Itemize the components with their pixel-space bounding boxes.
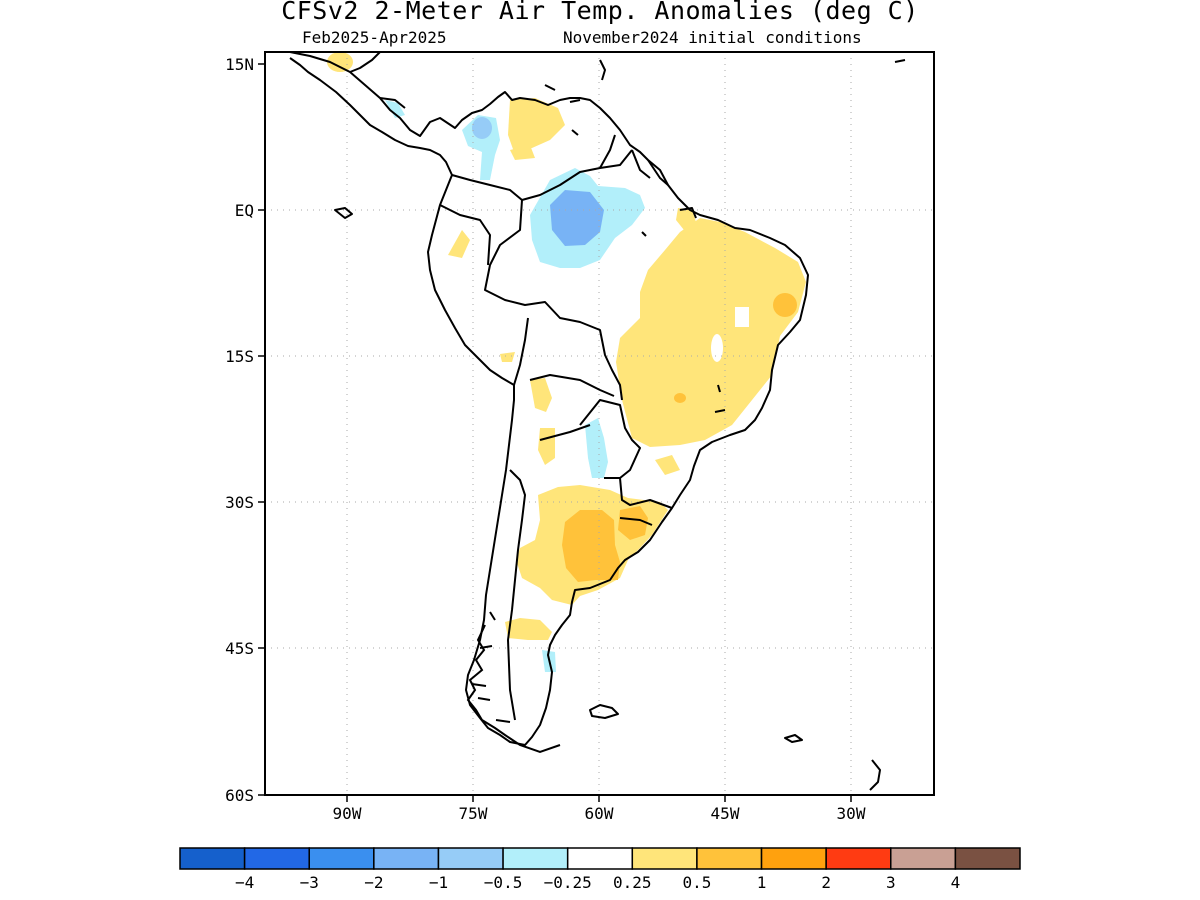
colorbar-label: 0.25 [613,873,652,892]
chile-archipelago [466,611,561,754]
colorbar-label: 2 [821,873,831,892]
warm-anomaly-spot [674,393,686,403]
colorbar-label: −1 [429,873,448,892]
colorbar-swatch [373,847,440,870]
colorbar-label: 3 [886,873,896,892]
warm-anomaly-spot [773,293,797,317]
cool-anomaly-colombia-core [472,117,492,139]
warm-anomaly-brazil [616,218,806,447]
lat-label-60s: 60S [225,786,254,805]
warm-anomaly-andes [500,352,515,362]
colorbar-swatch [760,847,827,870]
colorbar-label: −3 [300,873,319,892]
warm-anomaly-uruguay [618,506,648,540]
colorbar-label: −4 [235,873,254,892]
colorbar-swatch [696,847,763,870]
lon-label-90w: 90W [333,804,362,823]
colorbar-swatch [954,847,1021,870]
anomaly-shading [327,52,806,672]
lat-label-15n: 15N [225,55,254,74]
colorbar-swatch [890,847,957,870]
warm-anomaly-central-america [327,52,353,72]
colorbar-swatch [437,847,504,870]
warm-anomaly-andes [655,455,680,475]
colorbar-label: 0.5 [682,873,711,892]
colorbar-label: −0.25 [544,873,592,892]
colorbar-swatch [243,847,310,870]
warm-anomaly-patagonia [505,618,552,640]
initial-conditions: November2024 initial conditions [563,28,862,47]
lon-label-60w: 60W [585,804,614,823]
tick-marks [258,63,852,802]
colorbar [179,847,1021,870]
colorbar-swatch [179,847,246,870]
lon-label-30w: 30W [837,804,866,823]
lat-label-45s: 45S [225,639,254,658]
lon-label-45w: 45W [711,804,740,823]
forecast-period: Feb2025-Apr2025 [302,28,447,47]
neutral-patch [711,334,723,362]
colorbar-swatch [566,847,634,870]
warm-anomaly-north-coast [510,145,535,160]
lat-label-eq: EQ [235,201,254,220]
warm-anomaly-guiana [676,208,696,230]
neutral-patch [735,307,749,327]
lat-label-15s: 15S [225,347,254,366]
lat-labels: 15N EQ 15S 30S 45S 60S [225,55,254,805]
colorbar-label: 1 [757,873,767,892]
warm-anomaly-argentina-strong [562,510,620,582]
coastlines [289,52,906,791]
colorbar-swatch [502,847,569,870]
cool-anomaly-central-america [385,100,405,118]
colorbar-label: −0.5 [484,873,523,892]
lat-label-30s: 30S [225,493,254,512]
colorbar-label: −2 [364,873,383,892]
map-title: CFSv2 2-Meter Air Temp. Anomalies (deg C… [281,0,919,25]
lon-label-75w: 75W [459,804,488,823]
lon-labels: 90W 75W 60W 45W 30W [333,804,866,823]
warm-anomaly-north [508,98,565,152]
colorbar-swatch [825,847,892,870]
warm-anomaly-ecuador [448,230,470,258]
cool-anomaly-amazon-strong [550,190,604,246]
cool-anomaly-paraguay [585,418,608,478]
colorbar-labels: −4 −3 −2 −1 −0.5 −0.25 0.25 0.5 1 2 3 4 [235,873,960,892]
colorbar-label: 4 [951,873,961,892]
colorbar-swatch [308,847,375,870]
colorbar-swatch [631,847,698,870]
warm-anomaly-andes [530,378,552,412]
